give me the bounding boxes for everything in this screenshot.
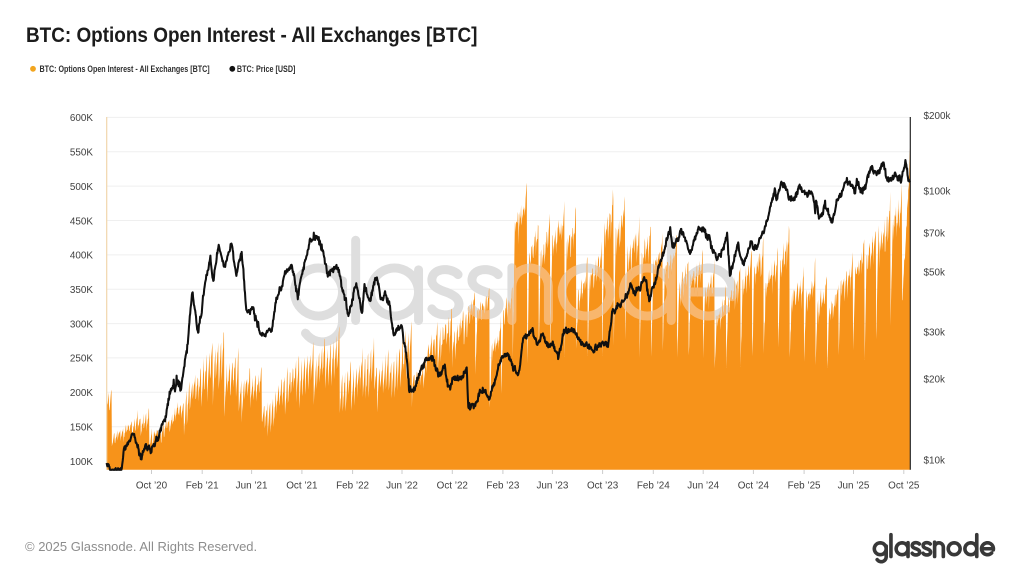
svg-text:300K: 300K — [70, 319, 93, 330]
svg-text:$20k: $20k — [924, 375, 945, 386]
svg-text:450K: 450K — [70, 216, 93, 227]
svg-text:500K: 500K — [70, 182, 93, 193]
svg-text:BTC: Price [USD]: BTC: Price [USD] — [237, 64, 296, 74]
svg-text:Oct ’20: Oct ’20 — [136, 481, 168, 492]
svg-text:Jun ’22: Jun ’22 — [386, 481, 418, 492]
svg-text:250K: 250K — [70, 354, 93, 365]
svg-text:$100k: $100k — [924, 187, 951, 198]
svg-text:Oct ’25: Oct ’25 — [888, 481, 920, 492]
svg-text:350K: 350K — [70, 285, 93, 296]
svg-text:© 2025 Glassnode. All Rights R: © 2025 Glassnode. All Rights Reserved. — [25, 539, 257, 554]
svg-text:550K: 550K — [70, 148, 93, 159]
svg-text:Jun ’24: Jun ’24 — [687, 481, 719, 492]
svg-text:Feb ’23: Feb ’23 — [486, 481, 519, 492]
svg-text:Feb ’24: Feb ’24 — [637, 481, 670, 492]
svg-text:Oct ’23: Oct ’23 — [587, 481, 619, 492]
svg-text:400K: 400K — [70, 251, 93, 262]
svg-text:$70k: $70k — [924, 228, 945, 239]
svg-text:200K: 200K — [70, 388, 93, 399]
svg-text:Feb ’25: Feb ’25 — [788, 481, 821, 492]
svg-text:$10k: $10k — [924, 456, 945, 467]
svg-text:600K: 600K — [70, 113, 93, 124]
svg-text:$30k: $30k — [924, 327, 945, 338]
svg-text:BTC: Options Open Interest - A: BTC: Options Open Interest - All Exchang… — [40, 64, 210, 74]
svg-text:Jun ’23: Jun ’23 — [536, 481, 568, 492]
svg-text:Oct ’22: Oct ’22 — [437, 481, 468, 492]
svg-text:Oct ’21: Oct ’21 — [286, 481, 318, 492]
svg-text:100K: 100K — [70, 457, 93, 468]
svg-text:Feb ’21: Feb ’21 — [186, 481, 219, 492]
svg-text:Jun ’25: Jun ’25 — [838, 481, 870, 492]
svg-text:Oct ’24: Oct ’24 — [738, 481, 770, 492]
svg-text:$50k: $50k — [924, 268, 945, 279]
svg-text:Feb ’22: Feb ’22 — [336, 481, 369, 492]
svg-text:150K: 150K — [70, 423, 93, 434]
svg-text:$200k: $200k — [924, 111, 951, 122]
svg-text:BTC: Options Open Interest - A: BTC: Options Open Interest - All Exchang… — [26, 24, 478, 47]
svg-text:Jun ’21: Jun ’21 — [236, 481, 268, 492]
